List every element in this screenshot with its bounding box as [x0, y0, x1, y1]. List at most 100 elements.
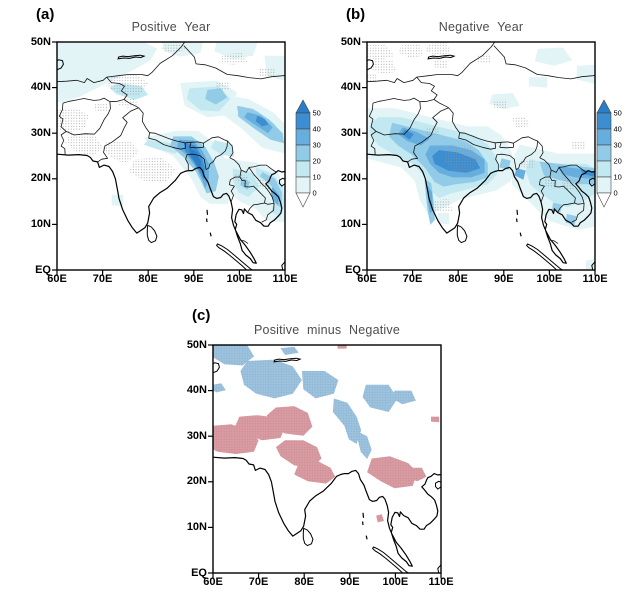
- lat-tick-label: 50N: [30, 35, 51, 48]
- country-border: [138, 107, 150, 133]
- lon-tick-label: 80E: [448, 273, 468, 285]
- country-border: [539, 170, 552, 202]
- panel-c-label: (c): [192, 307, 211, 324]
- shaded-region-30-40: [514, 168, 526, 180]
- colorbar-box: [596, 128, 612, 146]
- colorbar-box: [295, 128, 311, 146]
- axis-ticks: [52, 41, 286, 276]
- stipple-region: [93, 103, 110, 112]
- island-outline: [281, 261, 285, 270]
- shaded-region-positive: [392, 390, 416, 405]
- country-border: [372, 97, 435, 104]
- map-frame: [212, 344, 442, 574]
- country-border: [367, 42, 496, 83]
- lon-tick-label: 100E: [382, 576, 409, 588]
- stipple-region: [493, 99, 508, 109]
- shaded-region-20-30: [499, 158, 511, 170]
- stipple-region: [257, 68, 276, 78]
- shaded-region-40-50: [255, 115, 269, 127]
- stipple-region: [443, 145, 481, 173]
- small-island: [362, 512, 365, 518]
- colorbar-tick-label: 10: [313, 173, 321, 182]
- lon-tick-label: 60E: [47, 273, 67, 285]
- shaded-region-0-10: [437, 213, 450, 225]
- country-border: [513, 136, 538, 171]
- colorbar-tick-label: 40: [313, 125, 321, 134]
- stipple-region: [521, 159, 535, 169]
- lon-tick-label: 60E: [357, 273, 377, 285]
- colorbar-tick-label: 20: [614, 157, 622, 166]
- lon-tick-label: 100E: [226, 273, 253, 285]
- colorbar-box: [596, 160, 612, 178]
- island-outline: [302, 527, 314, 547]
- stipple-region: [367, 44, 395, 61]
- country-border: [106, 76, 128, 100]
- lake-outline: [117, 54, 146, 60]
- country-border: [416, 76, 438, 100]
- colorbar-box: [596, 144, 612, 162]
- shaded-region-positive: [332, 398, 362, 444]
- shaded-region-positive: [358, 431, 372, 459]
- stipple-region: [562, 177, 576, 192]
- country-border: [183, 45, 285, 80]
- lon-tick-label: 60E: [203, 576, 223, 588]
- shaded-region-negative: [337, 345, 347, 349]
- lake-outline: [213, 362, 220, 374]
- colorbar-tick-label: 50: [614, 109, 622, 118]
- lat-tick-label: 20N: [340, 172, 361, 185]
- country-border: [571, 203, 585, 223]
- stipple-region: [161, 43, 187, 53]
- colorbar-tick-label: 20: [313, 157, 321, 166]
- country-border: [229, 170, 242, 202]
- coastline: [367, 153, 595, 264]
- shaded-region-negative: [266, 406, 313, 436]
- island-outline: [279, 177, 285, 187]
- country-border: [97, 107, 139, 163]
- country-border: [62, 97, 125, 104]
- country-border: [248, 167, 275, 204]
- panel-a-title: Positive Year: [131, 20, 211, 34]
- island-outline: [146, 224, 158, 244]
- country-border: [203, 136, 228, 171]
- shaded-region-20-30: [205, 88, 228, 105]
- shaded-region-negative: [376, 514, 384, 523]
- stipple-region: [398, 43, 424, 58]
- country-border: [433, 99, 449, 109]
- map-frame: [56, 41, 286, 271]
- country-border: [239, 176, 275, 205]
- shaded-region-positive: [362, 384, 398, 412]
- country-border: [148, 132, 186, 150]
- lat-tick-label: 10N: [30, 217, 51, 230]
- country-border: [448, 107, 460, 133]
- colorbar-arrow-top: [596, 99, 612, 114]
- country-border: [549, 176, 585, 205]
- country-border: [537, 140, 589, 173]
- map-panel-c: [208, 344, 442, 579]
- stipple-region: [370, 60, 397, 74]
- lake-outline: [367, 59, 374, 71]
- map-panel-a: [52, 41, 286, 276]
- country-border: [550, 240, 559, 244]
- colorbar-box: [295, 176, 311, 194]
- shaded-region-0-10: [585, 258, 595, 270]
- country-border: [123, 99, 139, 109]
- lon-tick-label: 110E: [272, 273, 298, 285]
- country-border: [375, 101, 421, 136]
- stipple-region: [367, 73, 377, 83]
- small-island: [206, 209, 209, 215]
- colorbar-tick-label: 30: [313, 141, 321, 150]
- coastline: [213, 456, 441, 567]
- country-border: [261, 203, 275, 223]
- country-border: [65, 101, 111, 136]
- panel-b-title: Negative Year: [438, 20, 524, 34]
- stipple-region: [429, 198, 453, 213]
- island-outline: [525, 243, 563, 270]
- shaded-region-negative: [275, 440, 322, 468]
- shaded-region-30-40: [176, 139, 209, 189]
- lat-tick-label: 40N: [30, 81, 51, 94]
- lat-tick-label: 30N: [340, 126, 361, 139]
- stipple-region: [106, 73, 149, 96]
- stipple-region: [216, 81, 231, 91]
- lat-tick-label: 10N: [186, 520, 207, 533]
